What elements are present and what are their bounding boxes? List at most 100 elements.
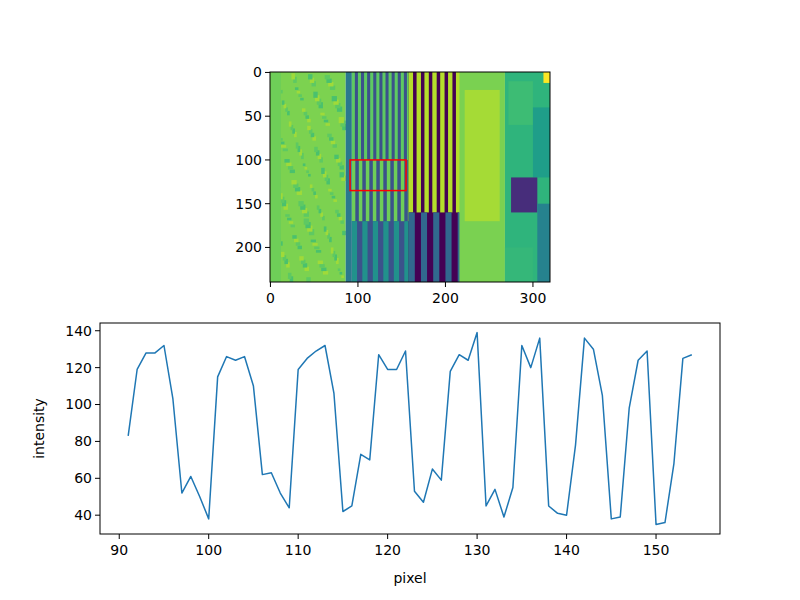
x-tick: [566, 534, 567, 539]
image-texture: [329, 137, 333, 141]
image-texture: [300, 98, 304, 101]
image-texture: [289, 221, 293, 224]
image-region: [270, 72, 281, 282]
image-texture: [298, 201, 303, 206]
image-texture: [334, 155, 338, 159]
image-stripe: [370, 72, 373, 160]
frame: [270, 72, 550, 282]
image-region: [270, 72, 346, 282]
image-texture: [281, 252, 285, 257]
x-tick-label: 100: [345, 290, 372, 306]
image-texture: [325, 75, 330, 79]
axes: 90100110120130140150406080100120140: [65, 323, 720, 558]
image-texture: [287, 218, 291, 221]
image-texture: [313, 191, 316, 195]
image-stripe: [364, 72, 367, 160]
image-texture: [304, 219, 309, 225]
image-texture: [290, 170, 295, 174]
plot-area: [128, 333, 692, 525]
image-texture: [340, 172, 344, 177]
image-texture: [339, 117, 344, 123]
x-tick: [387, 534, 388, 539]
frame: [100, 323, 720, 534]
image-texture: [311, 240, 316, 243]
image-texture: [312, 188, 315, 192]
image-texture: [298, 94, 302, 97]
image-texture: [291, 225, 295, 228]
image-texture: [321, 168, 325, 174]
image-texture: [340, 220, 344, 224]
image-texture: [291, 73, 295, 79]
y-tick-label: 120: [65, 360, 92, 376]
y-tick: [95, 330, 100, 331]
image-texture: [317, 205, 320, 209]
image-texture: [308, 74, 312, 79]
image-stripe: [401, 72, 404, 160]
image-texture: [281, 145, 286, 148]
x-tick-label: 90: [110, 542, 128, 558]
image-texture: [328, 189, 332, 192]
x-tick: [208, 534, 209, 539]
y-tick: [265, 247, 270, 248]
image-texture: [306, 170, 309, 173]
image-stripe: [421, 212, 427, 282]
x-tick-label: 130: [464, 542, 491, 558]
image-texture: [332, 96, 337, 101]
figure: 0100200300050100150200901001101201301401…: [0, 0, 800, 600]
image-region: [543, 72, 550, 83]
x-tick: [532, 282, 533, 287]
image-stripe: [376, 72, 379, 160]
x-axis-title: pixel: [393, 570, 426, 586]
image-texture: [292, 235, 296, 239]
image-texture: [331, 141, 335, 145]
image-texture: [289, 121, 292, 126]
image-texture: [342, 231, 346, 235]
image-texture: [303, 163, 306, 166]
image-texture: [306, 277, 310, 282]
image-texture: [326, 123, 330, 126]
y-tick: [95, 515, 100, 516]
image-region: [505, 247, 533, 282]
image-region: [459, 72, 505, 282]
image-texture: [330, 192, 334, 195]
y-tick: [95, 441, 100, 442]
x-tick-label: 150: [643, 542, 670, 558]
y-tick-label: 200: [235, 239, 262, 255]
image-region: [508, 81, 533, 125]
axes: 0100200300050100150200: [235, 64, 550, 305]
image-region: [352, 72, 409, 282]
image-region: [511, 177, 537, 212]
highlight-box: [350, 160, 406, 191]
image-stripe: [424, 72, 428, 212]
y-tick: [265, 72, 270, 73]
image-stripe: [373, 221, 378, 282]
image-texture: [284, 159, 289, 163]
image-region: [533, 107, 550, 177]
image-texture: [314, 147, 318, 152]
image-texture: [338, 268, 341, 271]
x-tick-label: 110: [285, 542, 312, 558]
image-texture: [319, 264, 324, 268]
y-tick-label: 80: [74, 433, 92, 449]
y-tick: [95, 367, 100, 368]
image-texture: [305, 115, 309, 119]
x-tick: [656, 534, 657, 539]
y-tick: [265, 159, 270, 160]
image-stripe: [409, 212, 415, 282]
image-texture: [340, 272, 343, 275]
y-tick-label: 150: [235, 196, 262, 212]
x-tick-label: 0: [266, 290, 275, 306]
image-texture: [341, 275, 344, 278]
image-stripe: [432, 72, 436, 212]
y-axis-title: intensity: [31, 398, 47, 459]
image-texture: [302, 108, 306, 112]
image-texture: [304, 112, 308, 116]
image-texture: [322, 116, 326, 119]
x-tick-label: 140: [553, 542, 580, 558]
image-texture: [294, 239, 298, 243]
y-tick: [95, 404, 100, 405]
y-tick-label: 140: [65, 323, 92, 339]
image-texture: [298, 246, 302, 250]
image-stripe: [445, 212, 451, 282]
image-texture: [310, 184, 313, 188]
